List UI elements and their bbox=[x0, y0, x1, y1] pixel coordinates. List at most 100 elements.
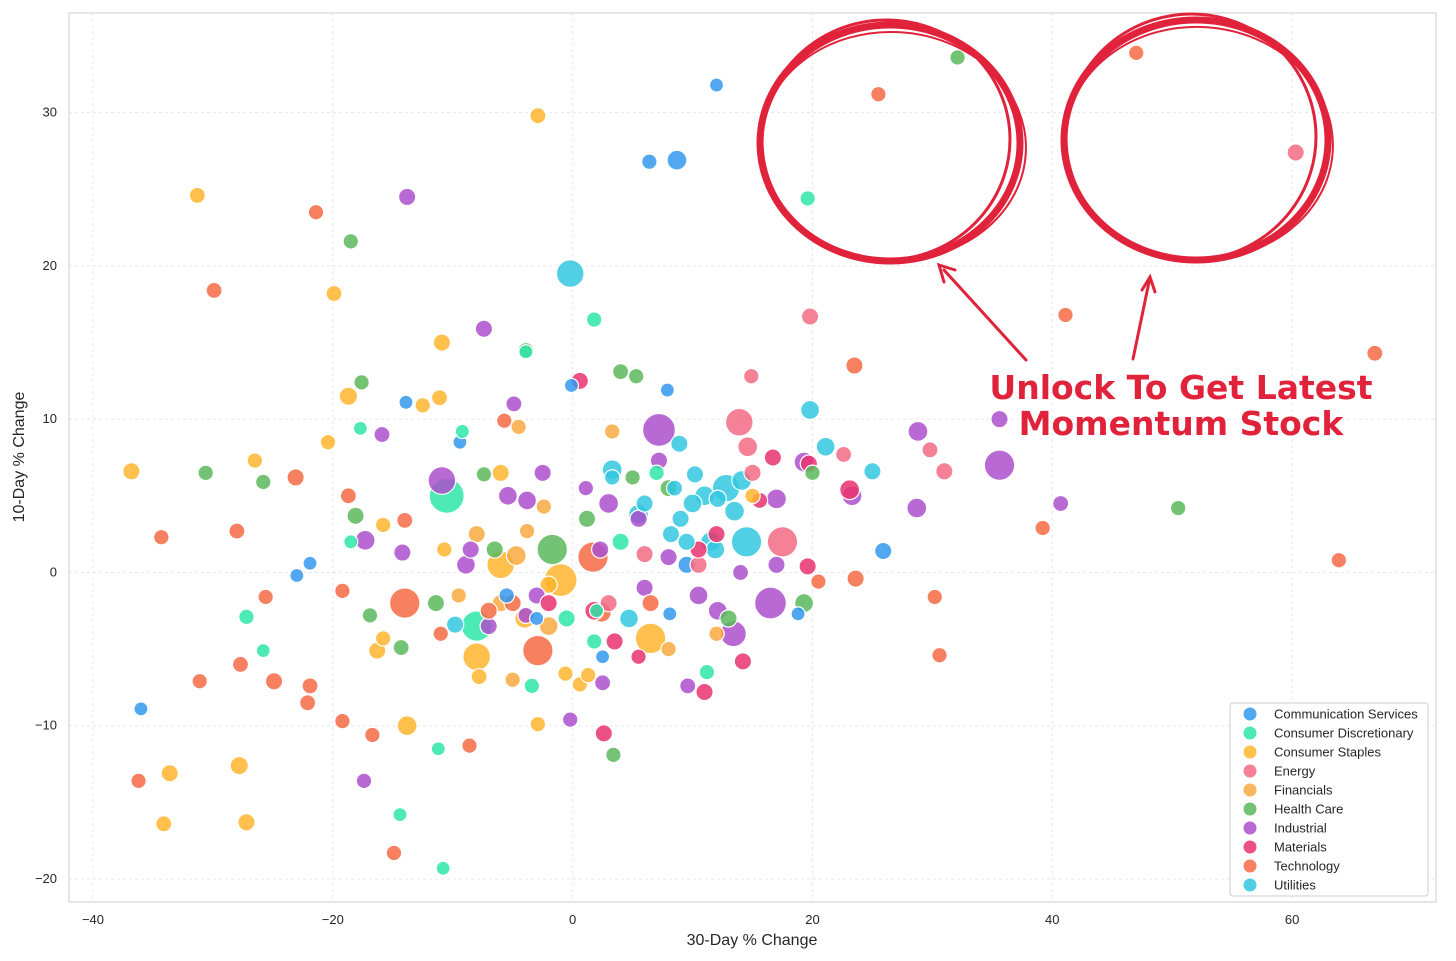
data-point-health-care bbox=[361, 607, 379, 624]
data-point-consumer-discretionary bbox=[698, 663, 716, 681]
data-point-consumer-staples bbox=[338, 386, 359, 406]
data-point-financials bbox=[708, 625, 725, 643]
data-point-consumer-staples bbox=[634, 622, 667, 655]
data-point-communication-services bbox=[666, 149, 688, 171]
x-tick-label: 60 bbox=[1285, 912, 1299, 927]
data-point-utilities bbox=[445, 615, 465, 634]
arrow-right-head bbox=[1140, 273, 1157, 294]
data-point-health-care bbox=[197, 464, 214, 482]
data-point-consumer-discretionary bbox=[454, 423, 470, 440]
legend-marker bbox=[1243, 802, 1257, 816]
arrow-left-shaft bbox=[942, 268, 1028, 362]
data-point-financials bbox=[504, 671, 521, 689]
data-point-technology bbox=[388, 587, 421, 619]
legend-label: Technology bbox=[1274, 859, 1340, 874]
data-point-utilities bbox=[708, 489, 727, 509]
data-point-industrial bbox=[688, 585, 709, 606]
data-point-energy bbox=[743, 463, 762, 483]
data-point-industrial bbox=[355, 772, 373, 790]
data-point-consumer-staples bbox=[432, 333, 452, 352]
data-point-consumer-discretionary bbox=[611, 532, 630, 552]
data-point-energy bbox=[766, 526, 799, 558]
data-point-health-care bbox=[485, 540, 504, 559]
data-point-industrial bbox=[497, 485, 518, 506]
data-point-health-care bbox=[719, 609, 738, 628]
data-point-financials bbox=[450, 587, 468, 604]
tick-labels: −40 −20 0 20 40 60 −20 −10 0 10 20 30 bbox=[35, 105, 1299, 927]
data-point-industrial bbox=[474, 319, 494, 338]
plot-area bbox=[68, 12, 1437, 903]
data-point-utilities bbox=[685, 465, 705, 484]
data-point-health-care bbox=[254, 473, 272, 491]
data-point-technology bbox=[845, 356, 864, 375]
data-point-consumer-discretionary bbox=[648, 464, 665, 482]
data-point-energy bbox=[689, 555, 708, 574]
legend-label: Consumer Staples bbox=[1274, 745, 1381, 760]
data-point-industrial bbox=[427, 466, 457, 495]
data-point-industrial bbox=[635, 578, 654, 597]
data-point-consumer-staples bbox=[246, 452, 264, 469]
data-point-industrial bbox=[598, 492, 620, 514]
data-point-consumer-discretionary bbox=[799, 190, 816, 207]
data-point-utilities bbox=[815, 436, 836, 457]
promo-text-line2: Momentum Stock bbox=[1019, 404, 1345, 443]
promo-text-line1: Unlock To Get Latest bbox=[989, 368, 1372, 407]
legend-marker bbox=[1243, 821, 1257, 835]
x-axis-label: 30-Day % Change bbox=[687, 932, 818, 949]
data-point-materials bbox=[733, 652, 753, 671]
data-point-industrial bbox=[990, 409, 1009, 429]
data-point-communication-services bbox=[595, 649, 611, 665]
data-point-communication-services bbox=[641, 153, 658, 170]
data-point-health-care bbox=[426, 593, 446, 613]
data-point-energy bbox=[599, 593, 618, 613]
data-point-materials bbox=[798, 557, 817, 576]
data-point-technology bbox=[1330, 551, 1348, 569]
legend-label: Utilities bbox=[1274, 878, 1316, 893]
data-point-industrial bbox=[767, 555, 786, 574]
data-point-financials bbox=[535, 498, 553, 515]
data-point-utilities bbox=[677, 532, 696, 552]
data-point-communication-services bbox=[133, 701, 149, 717]
legend-box bbox=[1229, 702, 1429, 897]
promo-annotations bbox=[756, 12, 1334, 362]
data-point-industrial bbox=[641, 412, 676, 447]
x-tick-label: 0 bbox=[569, 912, 576, 927]
legend-marker bbox=[1243, 764, 1257, 778]
data-point-communication-services bbox=[708, 77, 725, 93]
data-point-utilities bbox=[618, 608, 639, 629]
data-point-consumer-staples bbox=[436, 541, 453, 558]
data-point-consumer-staples bbox=[160, 764, 179, 783]
data-point-utilities bbox=[603, 469, 621, 486]
data-point-technology bbox=[432, 625, 450, 643]
data-point-materials bbox=[707, 524, 726, 544]
data-point-consumer-staples bbox=[491, 463, 510, 483]
data-point-consumer-staples bbox=[529, 715, 547, 733]
legend-label: Health Care bbox=[1274, 802, 1343, 817]
data-point-communication-services bbox=[790, 606, 806, 622]
data-point-consumer-staples bbox=[122, 462, 141, 481]
legend-label: Industrial bbox=[1274, 821, 1327, 836]
data-point-consumer-staples bbox=[374, 630, 392, 647]
data-point-consumer-discretionary bbox=[523, 677, 541, 695]
data-point-industrial bbox=[679, 677, 697, 695]
x-tick-label: 20 bbox=[805, 912, 819, 927]
data-point-consumer-discretionary bbox=[589, 603, 605, 619]
y-tick-label: 0 bbox=[50, 564, 57, 579]
data-point-health-care bbox=[475, 466, 493, 483]
data-point-energy bbox=[800, 307, 820, 326]
data-point-utilities bbox=[555, 259, 585, 288]
data-point-utilities bbox=[800, 399, 821, 420]
data-point-health-care bbox=[353, 374, 370, 391]
y-tick-label: 30 bbox=[43, 105, 57, 120]
data-point-technology bbox=[1034, 519, 1051, 537]
data-point-technology bbox=[931, 646, 948, 664]
arrow-right-shaft bbox=[1131, 280, 1151, 361]
data-point-materials bbox=[605, 632, 624, 651]
data-point-technology bbox=[641, 593, 660, 613]
data-point-energy bbox=[921, 441, 939, 459]
data-point-industrial bbox=[659, 547, 678, 567]
data-point-industrial bbox=[354, 529, 376, 551]
data-point-consumer-discretionary bbox=[392, 807, 408, 823]
data-point-consumer-discretionary bbox=[255, 643, 271, 659]
data-point-technology bbox=[228, 522, 246, 540]
